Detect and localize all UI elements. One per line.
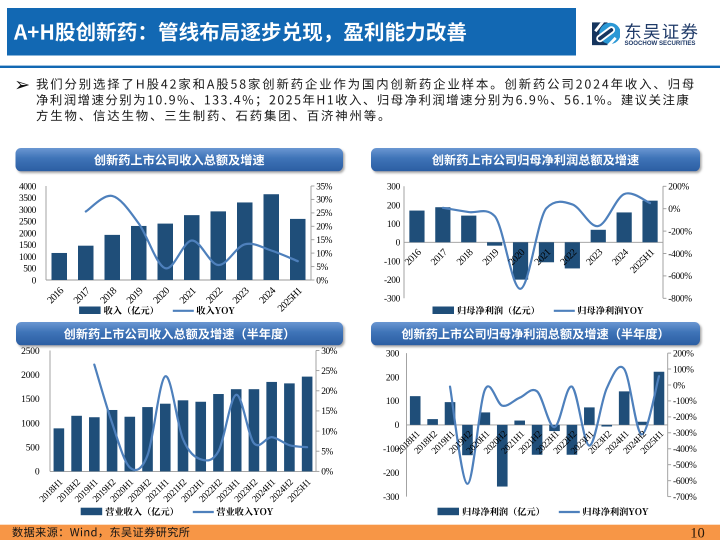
svg-text:100: 100 — [386, 397, 400, 407]
svg-text:300: 300 — [386, 349, 400, 359]
svg-text:-400%: -400% — [673, 445, 697, 455]
svg-text:10%: 10% — [321, 427, 337, 437]
svg-text:30%: 30% — [316, 196, 332, 206]
svg-text:2500: 2500 — [21, 346, 40, 357]
svg-text:-600%: -600% — [673, 477, 697, 487]
svg-text:1500: 1500 — [19, 241, 37, 251]
svg-text:1000: 1000 — [19, 253, 37, 263]
svg-text:-800%: -800% — [668, 295, 692, 305]
svg-text:200%: 200% — [673, 349, 694, 359]
svg-text:15%: 15% — [316, 236, 332, 246]
svg-text:5%: 5% — [321, 448, 333, 458]
svg-text:20%: 20% — [316, 223, 332, 233]
svg-text:0: 0 — [35, 467, 40, 478]
svg-text:-200: -200 — [384, 276, 401, 286]
svg-text:-500%: -500% — [673, 461, 697, 471]
svg-text:0%: 0% — [673, 381, 685, 391]
svg-text:25%: 25% — [321, 367, 337, 377]
svg-text:-700%: -700% — [673, 493, 697, 503]
svg-text:0: 0 — [32, 276, 37, 286]
svg-text:-200%: -200% — [673, 413, 697, 423]
svg-text:-300: -300 — [384, 295, 401, 305]
svg-text:20%: 20% — [321, 387, 337, 397]
svg-text:3000: 3000 — [19, 206, 37, 216]
svg-text:1000: 1000 — [21, 418, 40, 429]
svg-text:1500: 1500 — [21, 394, 40, 405]
svg-text:-300%: -300% — [673, 429, 697, 439]
svg-text:-100%: -100% — [673, 397, 697, 407]
svg-text:0: 0 — [396, 239, 401, 249]
svg-text:500: 500 — [23, 265, 36, 275]
svg-text:-600%: -600% — [668, 272, 692, 282]
svg-text:100: 100 — [387, 220, 401, 230]
svg-text:2000: 2000 — [21, 370, 40, 381]
svg-text:4000: 4000 — [19, 182, 37, 192]
svg-text:5%: 5% — [316, 263, 328, 273]
svg-text:-400%: -400% — [668, 250, 692, 260]
svg-text:2500: 2500 — [19, 218, 37, 228]
svg-text:-100: -100 — [384, 257, 401, 267]
svg-text:-100: -100 — [383, 445, 400, 455]
svg-text:200%: 200% — [668, 183, 689, 193]
svg-text:200: 200 — [386, 373, 400, 383]
svg-text:3500: 3500 — [19, 194, 37, 204]
svg-text:200: 200 — [387, 201, 401, 211]
svg-text:-200%: -200% — [668, 227, 692, 237]
svg-text:100%: 100% — [673, 365, 694, 375]
svg-text:30%: 30% — [321, 347, 337, 357]
svg-text:0%: 0% — [316, 276, 328, 286]
svg-text:10: 10 — [690, 525, 705, 540]
svg-text:15%: 15% — [321, 407, 337, 417]
svg-text:500: 500 — [26, 443, 40, 454]
svg-text:35%: 35% — [316, 182, 332, 192]
svg-text:10%: 10% — [316, 249, 332, 259]
svg-text:0%: 0% — [668, 205, 680, 215]
svg-text:25%: 25% — [316, 209, 332, 219]
svg-text:-200: -200 — [383, 469, 400, 479]
svg-text:0: 0 — [395, 421, 400, 431]
svg-text:0%: 0% — [321, 468, 333, 478]
svg-text:300: 300 — [387, 183, 401, 193]
svg-text:-300: -300 — [383, 493, 400, 503]
svg-text:2000: 2000 — [19, 229, 37, 239]
svg-text:SOOCHOW SECURITIES: SOOCHOW SECURITIES — [625, 40, 697, 47]
